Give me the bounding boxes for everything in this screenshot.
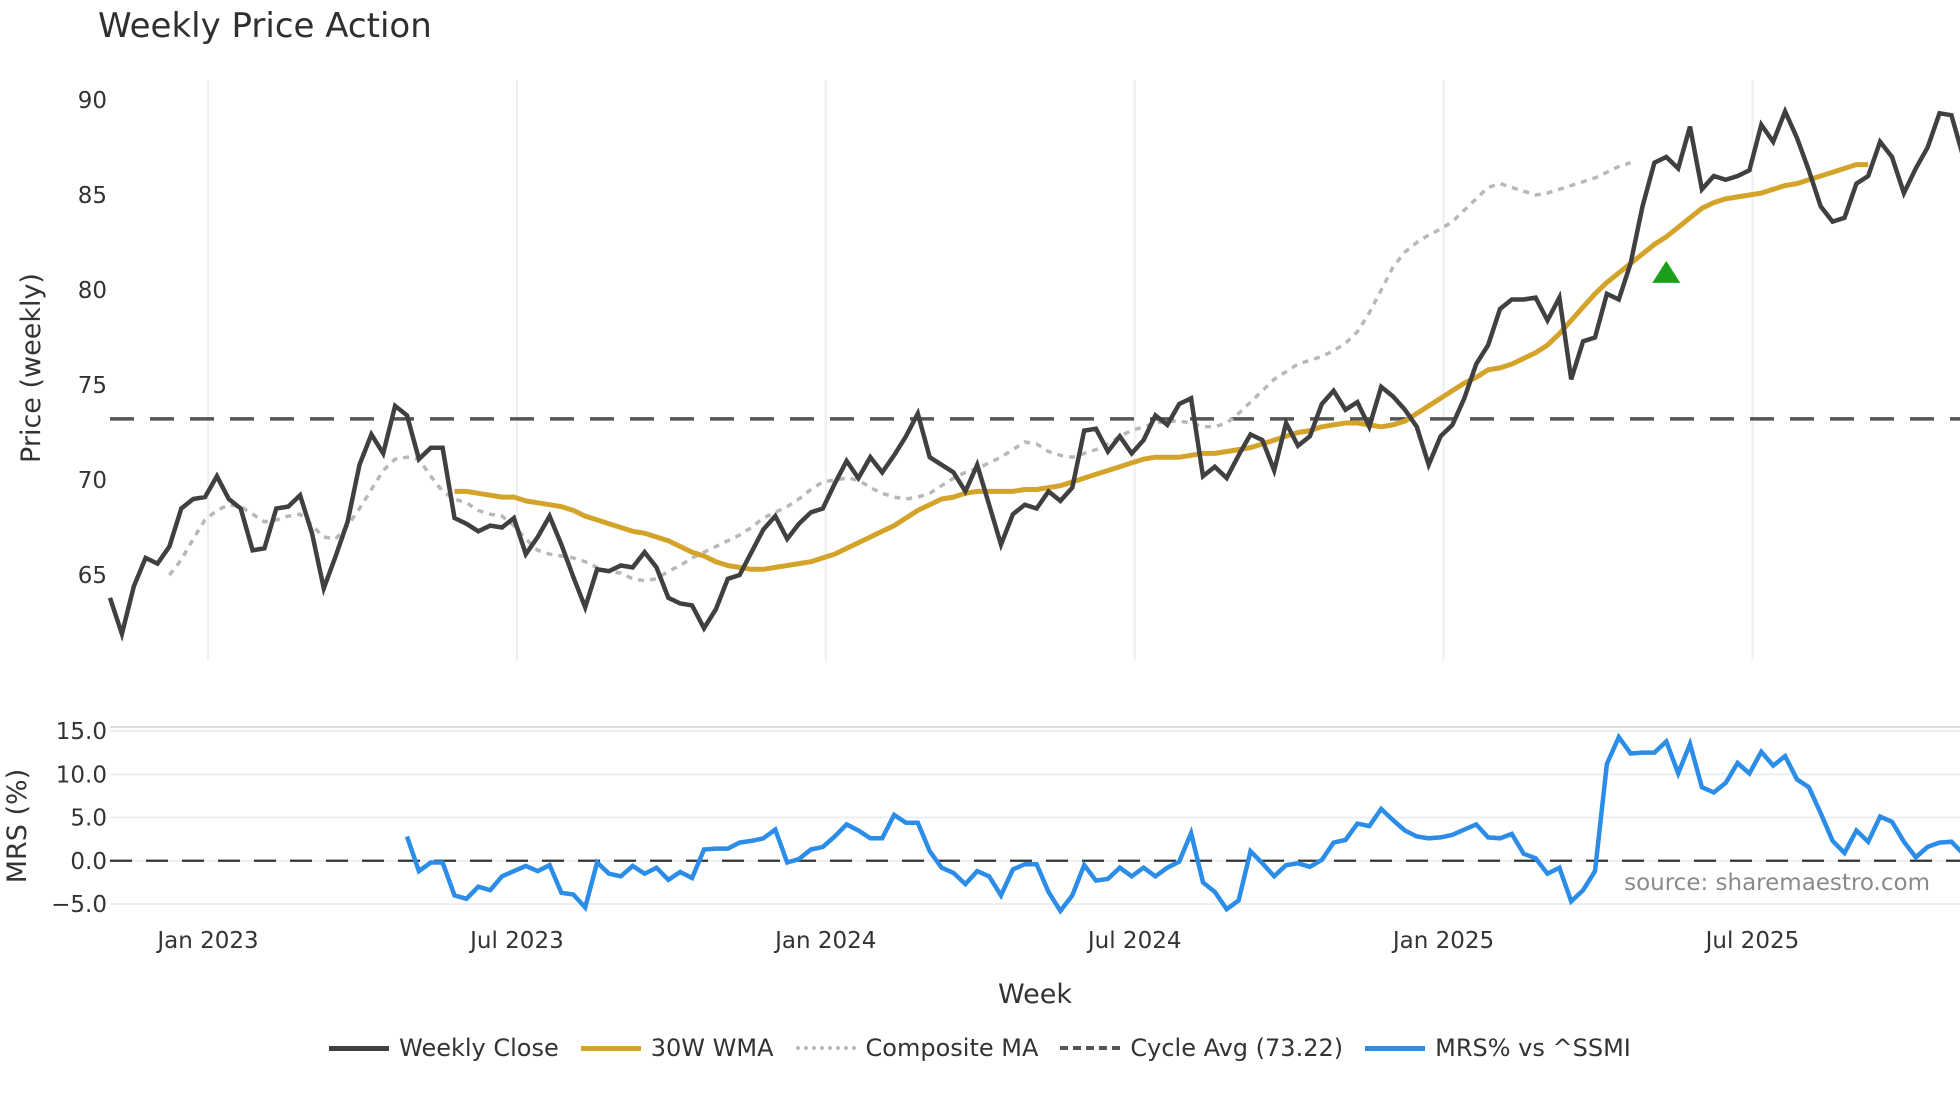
x-tick-label: Jan 2025 <box>1391 928 1494 954</box>
price-tick-label: 90 <box>78 88 107 114</box>
price-tick-label: 85 <box>78 183 107 209</box>
mrs-tick-label: 10.0 <box>56 762 107 788</box>
source-annotation: source: sharemaestro.com <box>1624 870 1930 896</box>
mrs-tick-label: 5.0 <box>70 806 107 832</box>
mrs-tick-label: 15.0 <box>56 719 107 745</box>
buy-signal-triangle-icon <box>1652 260 1681 283</box>
price-panel-series <box>107 105 1960 642</box>
x-tick-label: Jul 2025 <box>1704 928 1800 954</box>
price-tick-label: 80 <box>78 278 107 304</box>
mrs-tick-label: 0.0 <box>70 849 107 875</box>
legend-swatch-icon <box>795 1046 856 1050</box>
legend-item[interactable]: Cycle Avg (73.22) <box>1060 1034 1343 1062</box>
price-tick-label: 70 <box>78 468 107 494</box>
legend-item[interactable]: Weekly Close <box>329 1034 559 1062</box>
x-axis-label: Week <box>998 979 1072 1010</box>
legend-swatch-icon <box>1365 1045 1426 1051</box>
legend-label: Composite MA <box>865 1034 1039 1062</box>
legend-label: Weekly Close <box>399 1034 559 1062</box>
mrs-panel-series <box>404 732 1960 915</box>
wma-line <box>454 162 1869 572</box>
price-axis-label: Price (weekly) <box>16 273 47 463</box>
x-tick-label: Jul 2024 <box>1086 928 1182 954</box>
x-tick-label: Jul 2023 <box>468 928 564 954</box>
legend-swatch-icon <box>329 1045 390 1051</box>
legend-item[interactable]: 30W WMA <box>580 1034 774 1062</box>
price-tick-label: 65 <box>78 563 107 589</box>
mrs-tick-label: −5.0 <box>51 892 107 918</box>
legend-label: Cycle Avg (73.22) <box>1130 1034 1344 1062</box>
mrs-panel-grid <box>110 726 1960 905</box>
composite-ma-line <box>168 161 1632 583</box>
legend-swatch-icon <box>1060 1046 1121 1050</box>
x-tick-label: Jan 2023 <box>155 928 258 954</box>
legend-label: 30W WMA <box>650 1034 774 1062</box>
axes: Jan 2023 Jul 2023 Jan 2024 Jul 2024 Jan 2025… <box>51 88 1799 954</box>
legend-item[interactable]: MRS% vs ^SSMI <box>1365 1034 1631 1062</box>
legend-item[interactable]: Composite MA <box>795 1034 1039 1062</box>
price-tick-label: 75 <box>78 373 107 399</box>
mrs-axis-label: MRS (%) <box>2 769 33 884</box>
x-tick-label: Jan 2024 <box>773 928 876 954</box>
weekly-close-line <box>107 105 1960 642</box>
price-panel-grid <box>207 80 1754 660</box>
legend-swatch-icon <box>580 1045 641 1051</box>
mrs-line <box>404 732 1960 915</box>
chart-title: Weekly Price Action <box>98 6 432 46</box>
legend-label: MRS% vs ^SSMI <box>1435 1034 1631 1062</box>
legend: Weekly Close 30W WMA Composite MA Cycle Avg… <box>0 1034 1960 1062</box>
